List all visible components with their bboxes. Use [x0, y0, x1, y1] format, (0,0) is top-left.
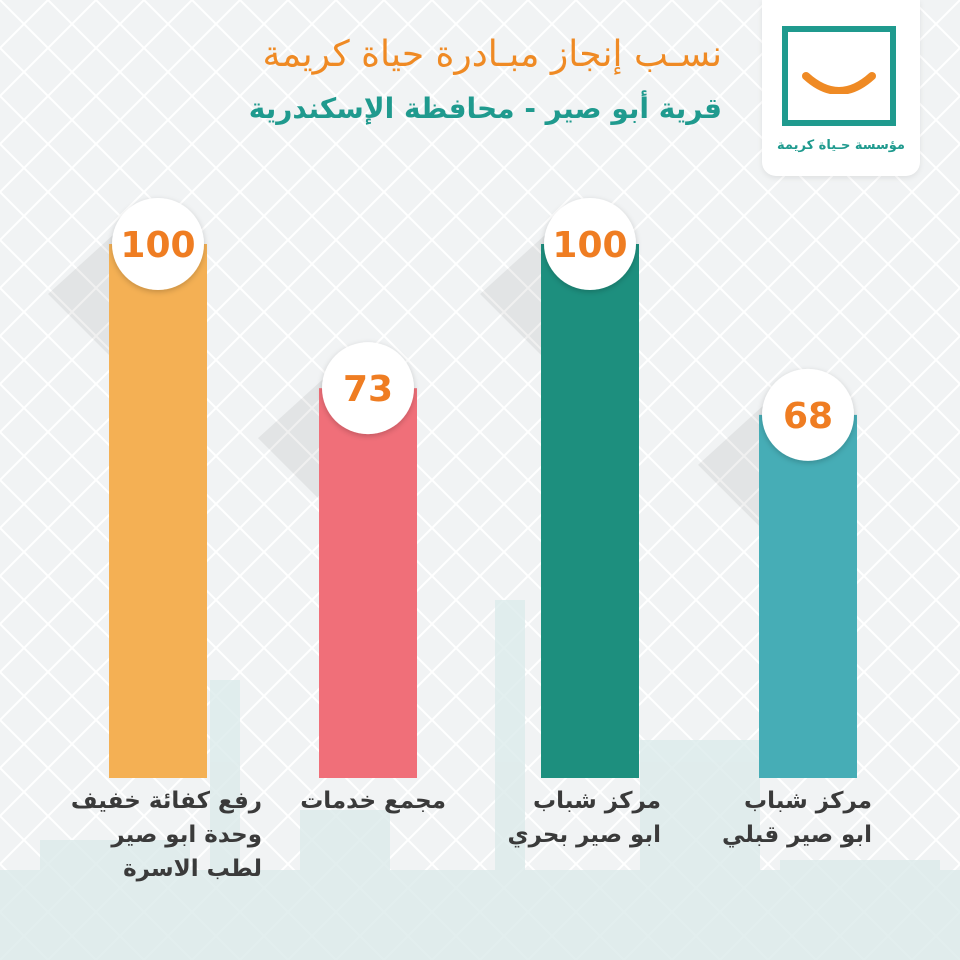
chart-title: نسـب إنجاز مبـادرة حياة كريمة — [262, 34, 722, 75]
data-label: 100 — [120, 225, 195, 266]
value-circle — [762, 368, 854, 461]
category-label: رفع كفائة خفيف وحدة ابو صير لطب الاسرة — [70, 788, 262, 882]
logo-text: مؤسسة حـياة كريمة — [777, 138, 905, 153]
logo-frame — [782, 26, 896, 126]
data-label: 73 — [343, 369, 393, 410]
smile-icon — [802, 72, 876, 94]
bar — [319, 388, 417, 778]
data-label: 68 — [783, 396, 833, 437]
value-circle — [112, 198, 204, 290]
logo: مؤسسة حـياة كريمة — [762, 0, 920, 176]
data-label: 100 — [552, 225, 627, 266]
bar — [109, 244, 207, 778]
chart-subtitle: قرية أبو صير - محافظة الإسكندرية — [248, 92, 722, 125]
value-circle — [544, 198, 636, 290]
category-label: مجمع خدمات — [300, 788, 446, 814]
value-circle — [322, 342, 414, 435]
bar — [759, 414, 857, 778]
category-label: مركز شباب ابو صير قبلي — [722, 788, 872, 848]
bar — [541, 244, 639, 778]
category-label: مركز شباب ابو صير بحري — [507, 788, 661, 848]
